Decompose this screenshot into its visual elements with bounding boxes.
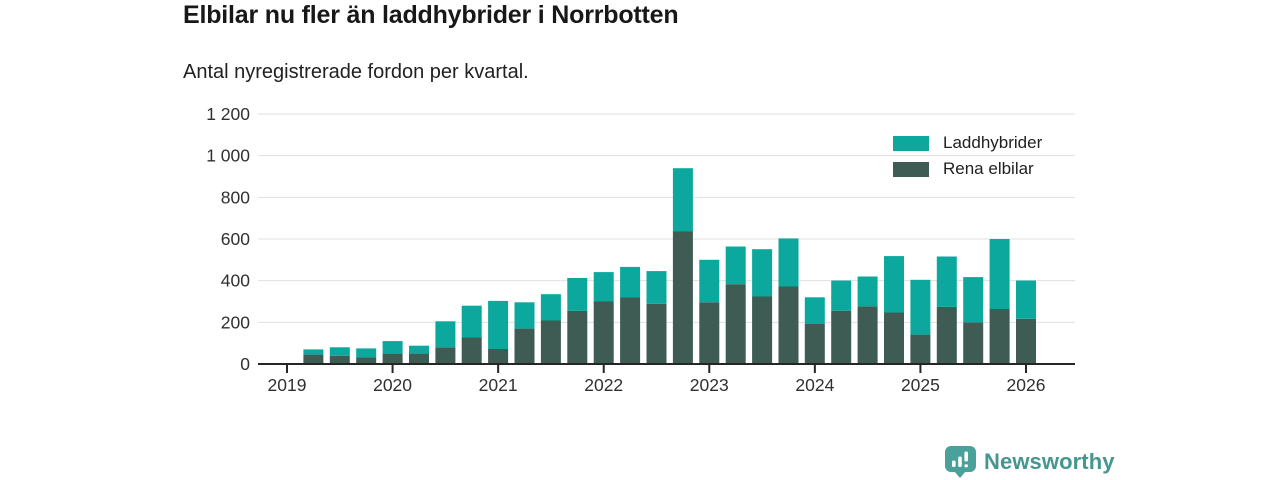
bar-segment-laddhybrider (1016, 280, 1036, 319)
bar-segment-laddhybrider (778, 238, 799, 287)
bar-segment-rena_elbilar (778, 286, 799, 364)
bar-segment-laddhybrider (620, 266, 641, 298)
chart-legend: Laddhybrider Rena elbilar (893, 130, 1042, 182)
bar-segment-rena_elbilar (1016, 318, 1036, 364)
bar-segment-laddhybrider (303, 349, 324, 355)
bar-segment-rena_elbilar (329, 355, 350, 364)
bar-segment-rena_elbilar (646, 303, 667, 364)
y-axis-tick-label: 1 000 (206, 146, 250, 166)
bar-segment-laddhybrider (910, 279, 931, 335)
bar-segment-rena_elbilar (989, 309, 1010, 364)
bar-segment-laddhybrider (514, 302, 535, 329)
y-axis-tick-label: 800 (221, 187, 250, 207)
y-axis-tick-label: 0 (240, 354, 250, 374)
bar-segment-laddhybrider (672, 168, 693, 232)
x-axis-tick-label: 2021 (479, 375, 518, 395)
bar-segment-laddhybrider (461, 305, 482, 338)
legend-swatch-rena-elbilar (893, 161, 929, 177)
bar-segment-rena_elbilar (857, 306, 878, 364)
x-axis-tick-label: 2023 (690, 375, 729, 395)
bar-segment-laddhybrider (382, 341, 403, 354)
bar-segment-rena_elbilar (567, 310, 588, 364)
bar-segment-rena_elbilar (831, 310, 852, 364)
legend-label: Laddhybrider (943, 133, 1043, 152)
y-axis-tick-label: 1 200 (206, 104, 250, 124)
bar-segment-laddhybrider (936, 256, 957, 307)
bar-segment-laddhybrider (540, 294, 561, 321)
bar-segment-laddhybrider (884, 256, 904, 313)
legend-label: Rena elbilar (943, 159, 1034, 178)
bar-segment-laddhybrider (329, 347, 350, 356)
bar-segment-laddhybrider (593, 272, 614, 302)
bar-segment-rena_elbilar (936, 306, 957, 364)
bar-segment-laddhybrider (725, 246, 746, 285)
x-axis-tick-label: 2026 (1007, 375, 1046, 395)
bar-segment-rena_elbilar (540, 320, 561, 364)
newsworthy-logo: Newsworthy (945, 446, 1115, 478)
bar-segment-rena_elbilar (461, 337, 482, 364)
bar-segment-laddhybrider (989, 239, 1010, 309)
chart-subtitle: Antal nyregistrerade fordon per kvartal. (183, 61, 529, 83)
bar-segment-laddhybrider (699, 259, 720, 303)
bar-segment-rena_elbilar (884, 312, 904, 364)
y-axis-tick-label: 200 (221, 312, 250, 332)
bar-segment-rena_elbilar (725, 284, 746, 364)
bar-segment-rena_elbilar (303, 354, 324, 364)
y-axis-tick-label: 400 (221, 271, 250, 291)
bar-segment-rena_elbilar (382, 353, 403, 364)
bar-segment-laddhybrider (488, 300, 509, 349)
bar-segment-rena_elbilar (356, 357, 377, 364)
bar-segment-rena_elbilar (699, 302, 720, 364)
bar-segment-laddhybrider (857, 276, 878, 307)
bar-segment-laddhybrider (646, 271, 667, 304)
bar-segment-rena_elbilar (963, 322, 984, 364)
bar-segment-laddhybrider (752, 249, 773, 297)
bar-segment-rena_elbilar (804, 324, 825, 364)
bar-segment-rena_elbilar (409, 353, 429, 364)
x-axis-tick-label: 2022 (584, 375, 623, 395)
bar-segment-laddhybrider (409, 345, 429, 354)
bar-segment-laddhybrider (435, 321, 456, 348)
bar-segment-laddhybrider (963, 277, 984, 323)
legend-swatch-laddhybrider (893, 135, 929, 151)
x-axis-tick-label: 2019 (268, 375, 307, 395)
bar-segment-rena_elbilar (593, 301, 614, 364)
bar-segment-rena_elbilar (435, 347, 456, 364)
x-axis-tick-label: 2025 (901, 375, 940, 395)
bar-segment-rena_elbilar (514, 328, 535, 364)
x-axis-tick-label: 2024 (795, 375, 834, 395)
x-axis-tick-label: 2020 (373, 375, 412, 395)
bar-segment-rena_elbilar (620, 297, 641, 364)
newsworthy-bubble-chart-icon (945, 446, 976, 478)
bar-segment-rena_elbilar (672, 231, 693, 364)
bar-segment-rena_elbilar (910, 334, 931, 364)
newsworthy-wordmark: Newsworthy (984, 448, 1115, 474)
page-title: Elbilar nu fler än laddhybrider i Norrbo… (183, 1, 679, 29)
bar-segment-laddhybrider (567, 278, 588, 311)
bar-segment-laddhybrider (356, 348, 377, 358)
bar-segment-laddhybrider (804, 297, 825, 324)
bar-segment-rena_elbilar (752, 296, 773, 364)
legend-item-laddhybrider: Laddhybrider (893, 130, 1042, 156)
legend-item-rena-elbilar: Rena elbilar (893, 156, 1042, 182)
bar-segment-laddhybrider (831, 280, 852, 311)
bar-segment-rena_elbilar (488, 349, 509, 364)
y-axis-tick-label: 600 (221, 229, 250, 249)
